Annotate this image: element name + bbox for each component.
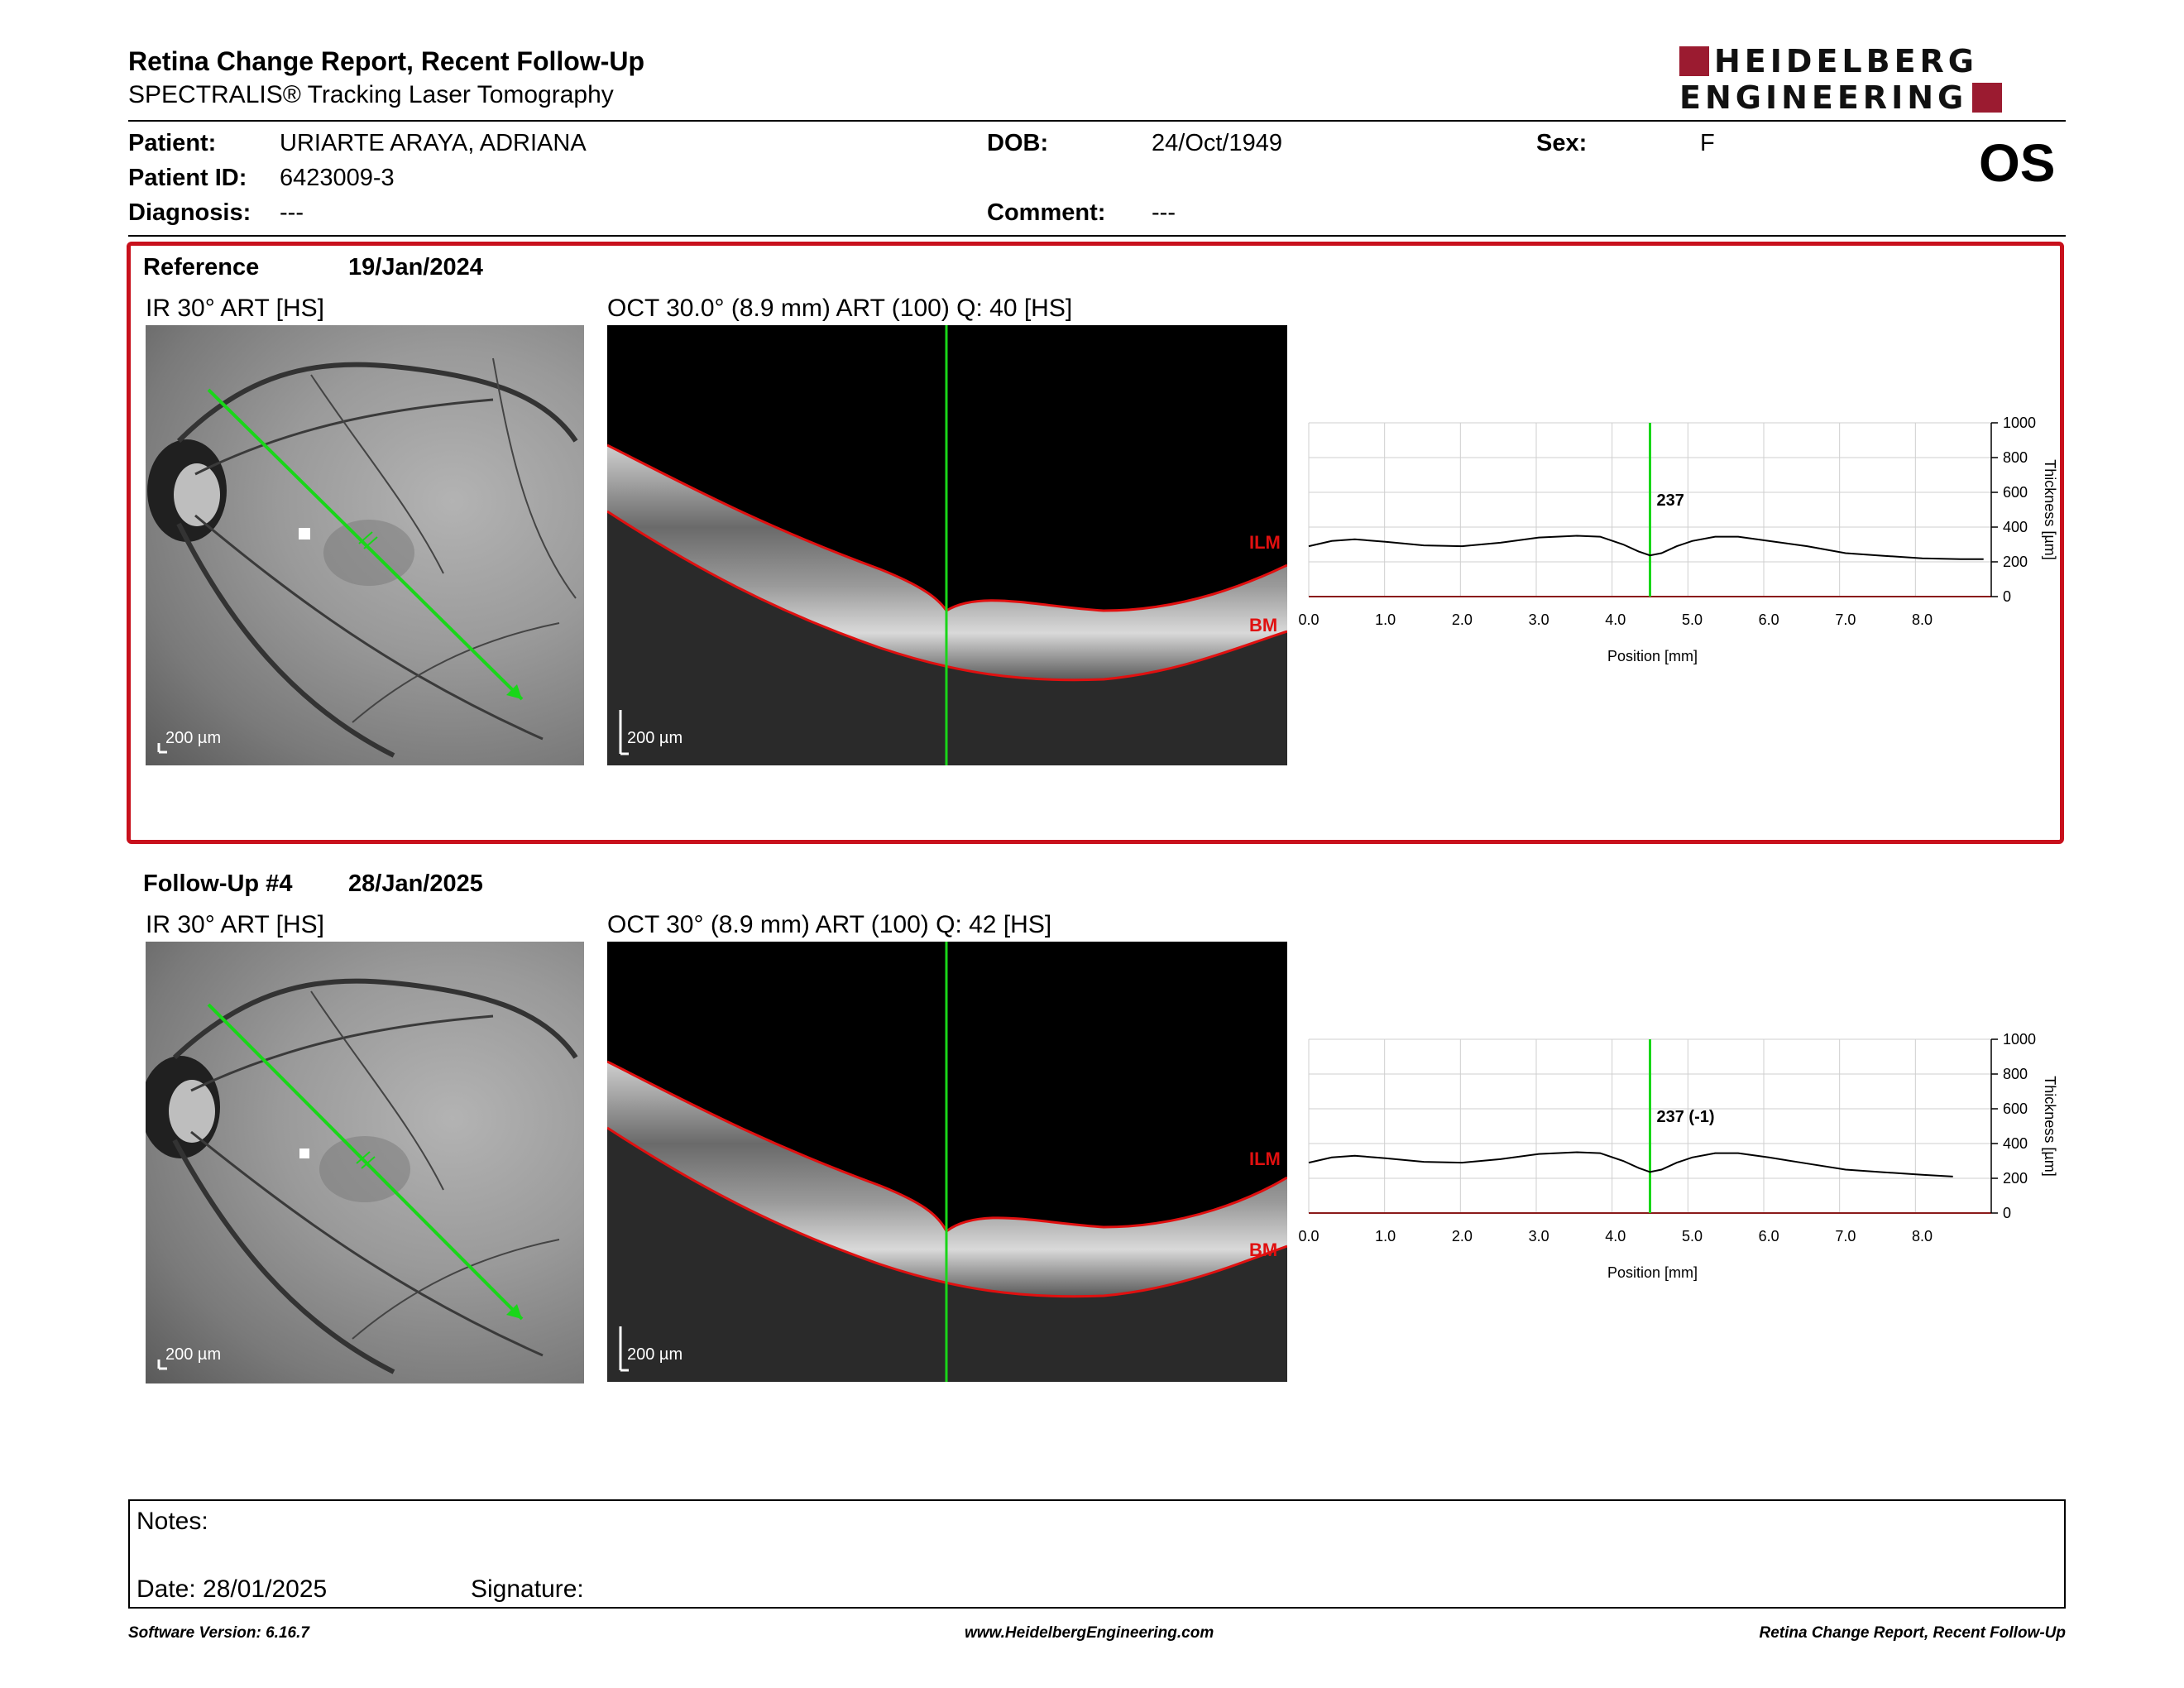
reference-date: 19/Jan/2024	[348, 254, 483, 281]
reference-oct-scale: 200 µm	[627, 729, 683, 747]
x-tick-label: 3.0	[1529, 1228, 1549, 1244]
notes-box: Notes: Date: 28/01/2025 Signature:	[128, 1499, 2066, 1609]
footer-website: www.HeidelbergEngineering.com	[965, 1624, 1214, 1642]
header-rule	[128, 120, 2066, 122]
thickness-value-label: 237 (-1)	[1657, 1108, 1715, 1126]
reference-ir-fundus-image: 200 µm	[146, 325, 584, 765]
x-tick-label: 2.0	[1452, 611, 1473, 628]
notes-label: Notes:	[136, 1508, 208, 1535]
followup-oct-scale: 200 µm	[627, 1345, 683, 1364]
x-axis-label: Position [mm]	[1607, 648, 1698, 664]
y-tick-label: 600	[2003, 1101, 2028, 1117]
report-subtitle: SPECTRALIS® Tracking Laser Tomography	[128, 81, 614, 108]
y-tick-label: 0	[2003, 588, 2011, 605]
reference-section-border	[127, 242, 2064, 844]
logo-square-left	[1679, 46, 1709, 76]
x-tick-label: 6.0	[1759, 611, 1779, 628]
diagnosis-value: ---	[280, 199, 304, 226]
y-tick-label: 400	[2003, 1135, 2028, 1152]
y-tick-label: 600	[2003, 484, 2028, 501]
reference-ir-scale: 200 µm	[165, 729, 222, 747]
reference-ilm-label: ILM	[1249, 532, 1281, 553]
reference-ir-title: IR 30° ART [HS]	[146, 295, 324, 322]
x-tick-label: 6.0	[1759, 1228, 1779, 1244]
reference-oct-svg	[607, 325, 1287, 765]
followup-ir-fundus-image: 200 µm	[146, 942, 584, 1383]
logo-text-line1: HEIDELBERG	[1714, 43, 1978, 79]
x-tick-label: 5.0	[1682, 611, 1703, 628]
x-tick-label: 1.0	[1375, 611, 1396, 628]
x-tick-label: 7.0	[1835, 1228, 1856, 1244]
logo-text-line2: ENGINEERING	[1679, 79, 1968, 116]
signature-label: Signature:	[471, 1575, 584, 1603]
y-tick-label: 1000	[2003, 415, 2036, 431]
heidelberg-logo: HEIDELBERG ENGINEERING	[1679, 45, 2068, 114]
footer-report-name: Retina Change Report, Recent Follow-Up	[1759, 1624, 2066, 1642]
sex-label: Sex:	[1536, 130, 1588, 156]
report-title: Retina Change Report, Recent Follow-Up	[128, 46, 645, 76]
y-tick-label: 0	[2003, 1205, 2011, 1221]
followup-bm-label: BM	[1249, 1240, 1278, 1260]
y-axis-label: Thickness [µm]	[2042, 1076, 2058, 1176]
x-tick-label: 3.0	[1529, 611, 1549, 628]
followup-label: Follow-Up #4	[143, 870, 293, 897]
followup-ir-scale: 200 µm	[165, 1345, 222, 1364]
reference-thickness-chart: 0 200 400 600 800 1000 0.0 1.0 2.0 3.0 4.0 5.0 6.0 7.…	[1299, 415, 2058, 664]
diagnosis-label: Diagnosis:	[128, 199, 251, 226]
followup-oct-title: OCT 30° (8.9 mm) ART (100) Q: 42 [HS]	[607, 911, 1052, 938]
followup-ir-svg	[146, 978, 578, 1374]
dob-label: DOB:	[987, 130, 1049, 156]
followup-date: 28/Jan/2025	[348, 870, 483, 897]
x-tick-label: 4.0	[1605, 1228, 1626, 1244]
x-tick-label: 7.0	[1835, 611, 1856, 628]
reference-label: Reference	[143, 254, 260, 281]
thickness-value-label: 237	[1657, 492, 1684, 510]
x-tick-label: 1.0	[1375, 1228, 1396, 1244]
followup-ilm-label: ILM	[1249, 1149, 1281, 1169]
x-tick-label: 0.0	[1299, 1228, 1320, 1244]
x-tick-label: 2.0	[1452, 1228, 1473, 1244]
eye-indicator: OS	[1979, 133, 2056, 193]
y-tick-label: 400	[2003, 519, 2028, 535]
y-tick-label: 800	[2003, 449, 2028, 466]
sex-value: F	[1700, 130, 1715, 156]
notes-date: Date: 28/01/2025	[136, 1575, 328, 1603]
reference-oct-title: OCT 30.0° (8.9 mm) ART (100) Q: 40 [HS]	[607, 295, 1073, 322]
x-tick-label: 8.0	[1912, 1228, 1933, 1244]
comment-value: ---	[1152, 199, 1176, 226]
logo-square-right	[1972, 83, 2003, 113]
reference-ir-svg	[147, 357, 578, 758]
y-tick-label: 1000	[2003, 1031, 2036, 1048]
patient-id-label: Patient ID:	[128, 165, 247, 191]
followup-thickness-chart: 0 200 400 600 800 1000 0.0 1.0 2.0 3.0 4.0 5.0 6.0 7.…	[1299, 1031, 2058, 1281]
followup-oct-svg	[607, 942, 1287, 1382]
followup-ir-title: IR 30° ART [HS]	[146, 911, 324, 938]
x-tick-label: 8.0	[1912, 611, 1933, 628]
x-tick-label: 0.0	[1299, 611, 1320, 628]
patient-id: 6423009-3	[280, 165, 395, 191]
y-axis-label: Thickness [µm]	[2042, 459, 2058, 559]
y-tick-label: 200	[2003, 554, 2028, 570]
dob-value: 24/Oct/1949	[1152, 130, 1282, 156]
x-tick-label: 5.0	[1682, 1228, 1703, 1244]
x-tick-label: 4.0	[1605, 611, 1626, 628]
y-tick-label: 800	[2003, 1066, 2028, 1082]
patient-name: URIARTE ARAYA, ADRIANA	[280, 130, 587, 156]
x-axis-label: Position [mm]	[1607, 1264, 1698, 1281]
reference-oct-bscan-image: 200 µm ILM BM	[607, 325, 1287, 765]
footer-software-version: Software Version: 6.16.7	[128, 1624, 309, 1642]
comment-label: Comment:	[987, 199, 1106, 226]
patient-rule	[128, 235, 2066, 237]
y-tick-label: 200	[2003, 1170, 2028, 1187]
patient-name-label: Patient:	[128, 130, 217, 156]
thickness-series-line	[1308, 535, 1984, 560]
followup-oct-bscan-image: 200 µm ILM BM	[607, 942, 1287, 1382]
reference-bm-label: BM	[1249, 615, 1278, 635]
thickness-series-line	[1308, 1151, 1953, 1177]
